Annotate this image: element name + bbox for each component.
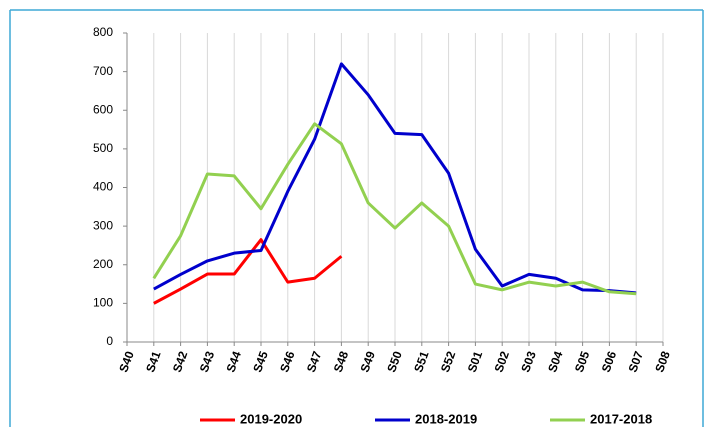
- y-tick-label: 600: [93, 102, 113, 116]
- y-tick-label: 800: [93, 25, 113, 39]
- x-tick-label: S02: [492, 349, 513, 374]
- x-tick-label: S52: [438, 349, 459, 374]
- x-tick-label: S01: [465, 349, 486, 374]
- x-tick-label: S05: [572, 349, 593, 374]
- y-tick-label: 0: [106, 334, 113, 348]
- x-tick-label: S43: [197, 349, 218, 374]
- x-tick-label: S40: [116, 349, 137, 374]
- legend-label: 2019-2020: [240, 411, 302, 426]
- x-tick-label: S06: [599, 349, 620, 374]
- x-tick-label: S51: [411, 349, 432, 374]
- x-tick-label: S47: [304, 349, 325, 374]
- y-tick-label: 100: [93, 296, 113, 310]
- x-tick-label: S03: [518, 349, 539, 374]
- legend-label: 2017-2018: [590, 411, 652, 426]
- x-tick-label: S48: [331, 349, 352, 374]
- y-tick-label: 500: [93, 141, 113, 155]
- series-line: [153, 62, 637, 295]
- y-tick-label: 700: [93, 64, 113, 78]
- x-tick-label: S07: [626, 349, 647, 374]
- series-line: [153, 238, 343, 305]
- x-tick-label: S04: [545, 349, 566, 374]
- x-tick-label: S46: [277, 349, 298, 374]
- x-tick-label: S41: [143, 349, 164, 374]
- y-tick-label: 300: [93, 218, 113, 232]
- y-tick-label: 400: [93, 180, 113, 194]
- x-tick-label: S08: [652, 349, 673, 374]
- x-tick-label: S44: [224, 349, 245, 374]
- series-line: [152, 122, 637, 296]
- y-tick-label: 200: [93, 257, 113, 271]
- x-tick-label: S50: [384, 349, 405, 374]
- x-tick-label: S45: [250, 349, 271, 374]
- x-tick-label: S42: [170, 349, 191, 374]
- x-tick-label: S49: [358, 349, 379, 374]
- legend-label: 2018-2019: [415, 411, 477, 426]
